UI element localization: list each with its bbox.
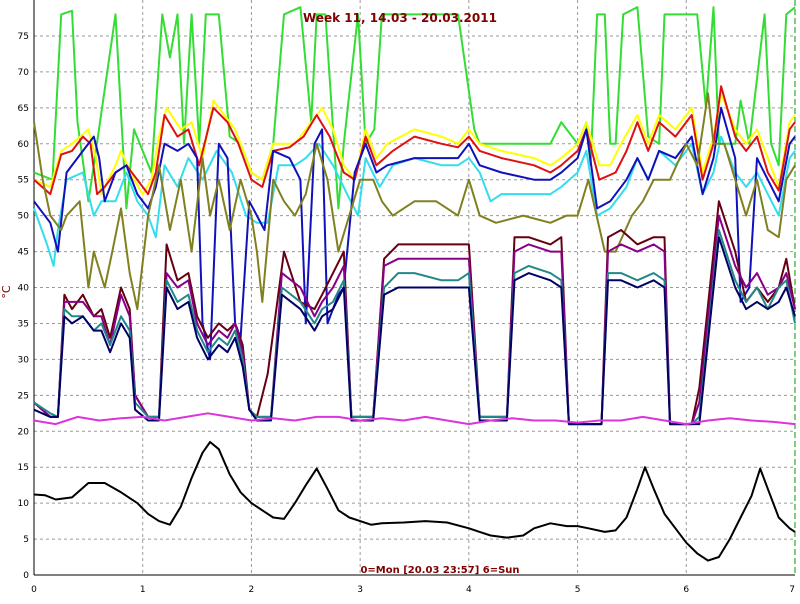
x-tick-label: 1: [140, 585, 146, 595]
series-line-11: [33, 441, 796, 562]
y-tick-label: 50: [18, 212, 30, 222]
y-tick-label: 45: [18, 248, 29, 258]
y-axis-label: °C: [0, 285, 13, 299]
x-tick-label: 0: [31, 585, 37, 595]
series-lines: [33, 6, 796, 562]
y-tick-label: 20: [18, 427, 30, 437]
series-line-2: [33, 85, 796, 196]
y-tick-label: 55: [18, 176, 29, 186]
series-line-1: [33, 92, 796, 196]
x-tick-label: 5: [575, 585, 581, 595]
y-tick-label: 10: [18, 499, 30, 509]
y-tick-label: 5: [23, 535, 29, 545]
x-tick-label: 3: [357, 585, 363, 595]
y-tick-label: 70: [18, 68, 30, 78]
y-tick-label: 30: [18, 355, 30, 365]
y-tick-label: 35: [18, 319, 29, 329]
x-tick-label: 4: [466, 585, 472, 595]
series-line-10: [33, 412, 796, 426]
y-tick-label: 75: [18, 32, 29, 42]
y-tick-label: 65: [18, 104, 29, 114]
chart-title: Week 11, 14.03 - 20.03.2011: [303, 11, 497, 25]
y-tick-label: 25: [18, 391, 29, 401]
y-tick-label: 60: [18, 140, 30, 150]
x-axis-label: 0=Mon [20.03 23:57] 6=Sun: [360, 565, 519, 576]
series-line-5: [33, 92, 796, 311]
y-tick-label: 15: [18, 463, 29, 473]
x-tick-label: 7: [789, 585, 795, 595]
x-tick-label: 6: [683, 585, 689, 595]
y-tick-label: 0: [23, 571, 29, 581]
y-tick-label: 40: [18, 284, 30, 294]
x-tick-label: 2: [249, 585, 255, 595]
